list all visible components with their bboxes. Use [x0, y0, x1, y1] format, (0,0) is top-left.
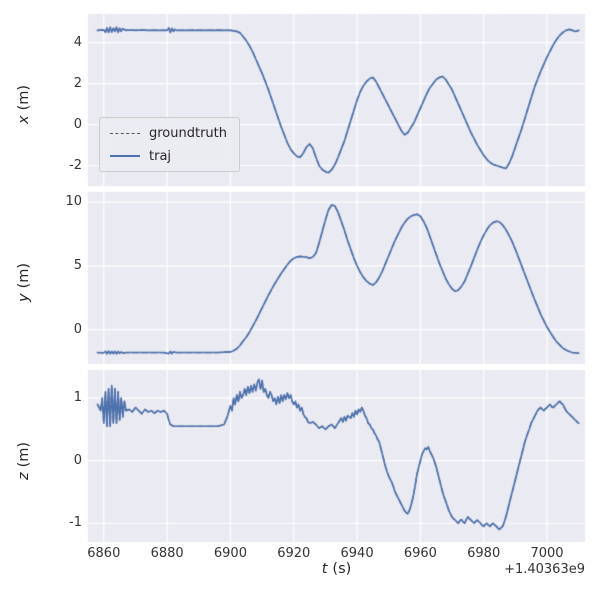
y-axis-label-x-var: x	[16, 115, 32, 124]
legend: groundtruth traj	[99, 117, 241, 172]
y-axis-label-y: y (m)	[16, 263, 32, 302]
y-tick-label: -1	[69, 515, 82, 531]
y-axis-label-x-unit: (m)	[16, 84, 32, 111]
y-tick-label: 0	[73, 116, 82, 132]
y-axis-label-y-var: y	[16, 293, 32, 302]
y-tick-label: 2	[73, 75, 82, 91]
y-axis-label-x: x (m)	[16, 85, 32, 124]
x-tick-label: 6940	[340, 546, 374, 561]
x-tick-label: 6880	[150, 546, 184, 561]
y-tick-label: 5	[73, 257, 82, 273]
x-tick-label: 7000	[530, 546, 564, 561]
x-tick-label: 6960	[403, 546, 437, 561]
x-axis-label: t (s)	[88, 561, 585, 577]
y-axis-label-z-var: z	[16, 472, 32, 480]
y-axis-label-z-unit: (m)	[16, 441, 32, 468]
legend-item-traj: traj	[110, 147, 227, 165]
legend-item-groundtruth: groundtruth	[110, 124, 227, 142]
x-axis-offset-text: +1.40363e9	[504, 562, 585, 577]
x-axis-label-var: t	[321, 561, 328, 577]
x-tick-label: 6900	[213, 546, 247, 561]
legend-label-groundtruth: groundtruth	[149, 125, 228, 141]
x-tick-label: 6920	[277, 546, 311, 561]
y-axis-label-z: z (m)	[16, 442, 32, 480]
y-tick-label: 0	[73, 452, 82, 468]
dashed-line-sample	[110, 132, 140, 134]
y-tick-label: 10	[65, 194, 82, 210]
solid-line-sample	[110, 155, 140, 157]
y-axis-label-y-unit: (m)	[16, 262, 32, 289]
legend-label-traj: traj	[149, 148, 172, 164]
y-tick-label: 1	[73, 390, 82, 406]
y-tick-label: 0	[73, 321, 82, 337]
x-axis-label-unit: (s)	[332, 561, 352, 577]
x-tick-label: 6980	[467, 546, 501, 561]
x-tick-label: 6860	[87, 546, 121, 561]
y-tick-label: 4	[73, 34, 82, 50]
y-tick-label: -2	[69, 157, 82, 173]
